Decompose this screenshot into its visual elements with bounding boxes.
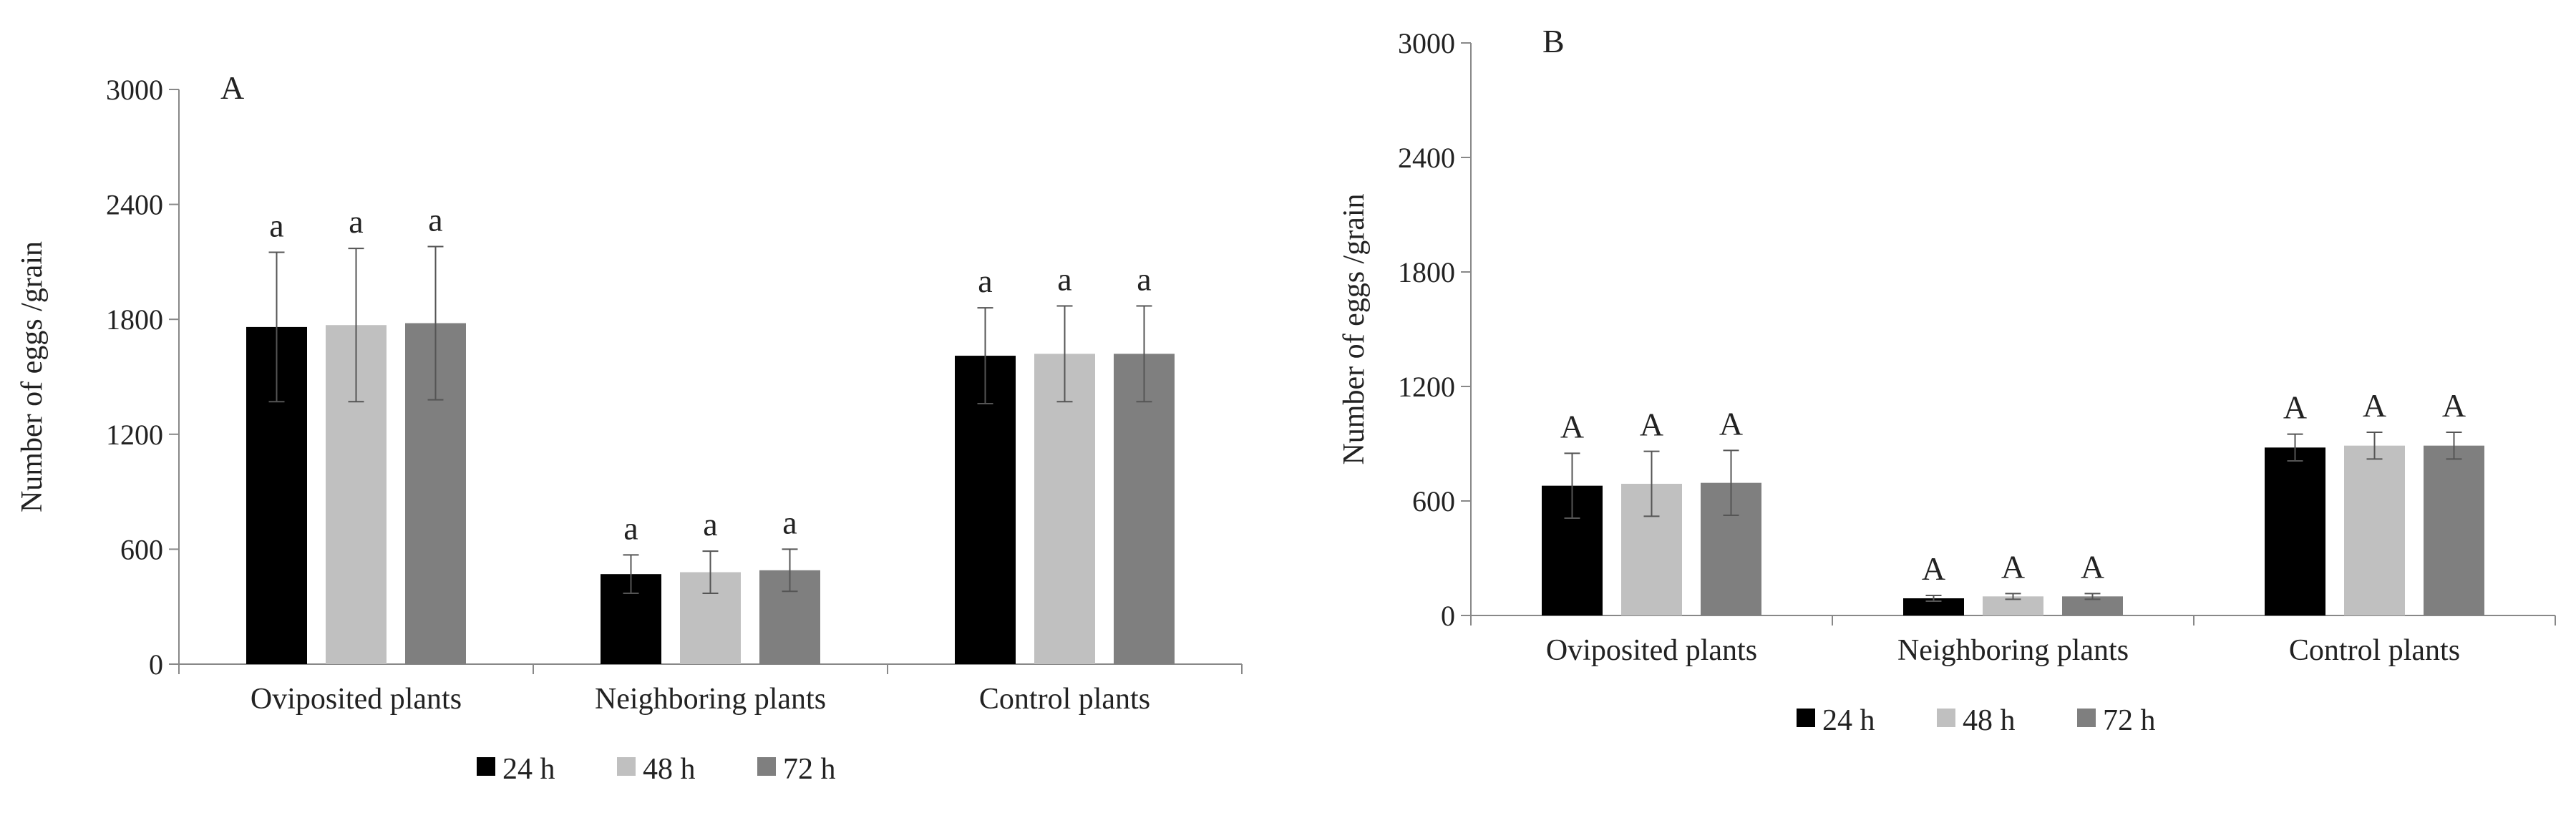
bar-48h-3 [2344,445,2405,615]
significance-letter: A [2081,548,2104,585]
significance-letter: A [1560,408,1584,444]
legend-label: 24 h [1822,704,1875,737]
significance-letter: a [1137,261,1151,297]
category-label: Control plants [2289,634,2460,667]
category-label: Oviposited plants [251,683,462,716]
significance-letter: A [2283,389,2307,426]
y-tick-label: 2400 [1398,142,1455,174]
significance-letter: a [623,510,638,546]
panel-a: 0 600 1200 1800 2400 3000 Number of eggs /grai… [16,69,1243,786]
significance-letter: A [1719,405,1743,442]
significance-letter: a [1057,261,1071,297]
bar-48h-3 [1034,354,1095,664]
y-tick-label: 1800 [106,303,163,336]
significance-letter: a [978,263,992,299]
panel-label: B [1542,23,1565,59]
significance-letter: a [703,506,717,542]
category-label: Neighboring plants [595,683,826,716]
y-tick-label: 600 [1412,485,1455,517]
legend-label: 48 h [643,753,696,786]
y-tick-label: 1800 [1398,256,1455,288]
panel-b: 0 600 1200 1800 2400 3000 Number of eggs /grai… [1338,23,2556,737]
significance-letter: a [349,203,363,240]
y-tick-label: 1200 [106,419,163,451]
significance-letter: A [1640,406,1663,443]
legend-swatch [2077,709,2096,727]
significance-letter: A [1922,550,1945,587]
bar-72h-3 [1114,354,1175,664]
legend-swatch [1797,709,1815,727]
significance-letter: A [2001,548,2025,585]
significance-letter: a [269,208,283,244]
category-label: Neighboring plants [1897,634,2129,667]
significance-letter: a [428,201,442,238]
significance-letter: A [2442,387,2466,424]
legend-swatch [1937,709,1955,727]
legend-swatch [757,757,776,776]
y-axis-title: Number of eggs /grain [16,241,49,512]
y-axis-title: Number of eggs /grain [1338,193,1371,464]
legend-swatch [617,757,636,776]
y-tick-label: 3000 [106,74,163,106]
category-label: Oviposited plants [1546,634,1757,667]
y-tick-label: 1200 [1398,371,1455,403]
y-tick-label: 3000 [1398,27,1455,59]
y-tick-label: 0 [1441,600,1455,632]
legend-label: 72 h [783,753,836,786]
legend-swatch [477,757,495,776]
bar-24h-3 [955,356,1016,664]
bar-24h-3 [2265,447,2325,615]
legend-label: 48 h [1963,704,2016,737]
y-tick-label: 2400 [106,189,163,221]
panel-label: A [220,69,244,106]
category-label: Control plants [979,683,1150,716]
y-tick-label: 600 [120,533,163,565]
significance-letter: a [782,504,797,540]
significance-letter: A [2363,387,2386,424]
legend-label: 72 h [2103,704,2156,737]
legend-label: 24 h [502,753,555,786]
bar-72h-3 [2424,445,2484,615]
y-tick-label: 0 [149,648,163,681]
